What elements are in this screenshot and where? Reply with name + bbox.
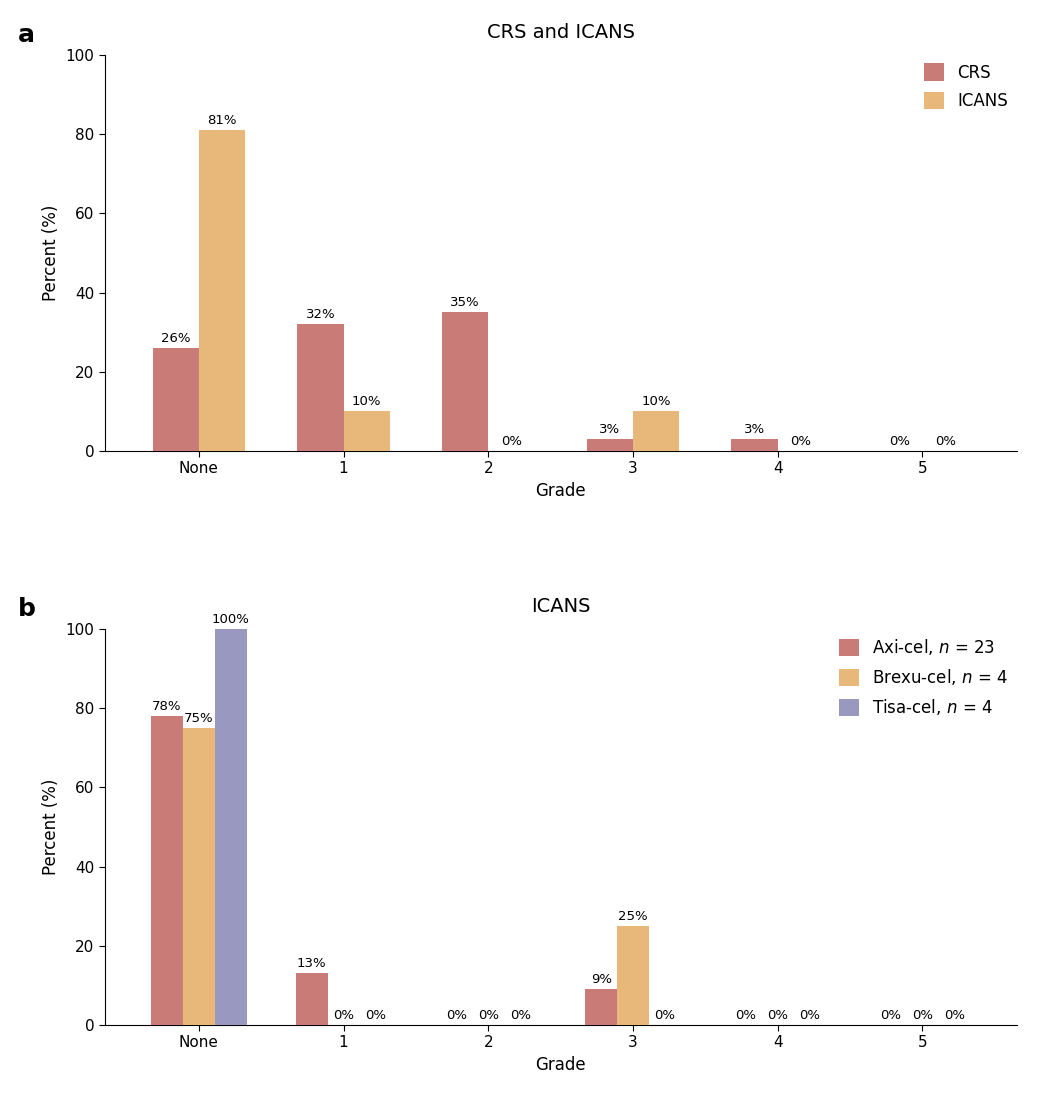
Text: 0%: 0% <box>767 1008 788 1022</box>
Text: 3%: 3% <box>744 423 765 436</box>
X-axis label: Grade: Grade <box>536 1056 586 1073</box>
Bar <box>617 926 649 1025</box>
Text: 75%: 75% <box>184 712 214 725</box>
X-axis label: Grade: Grade <box>536 482 586 500</box>
Text: 26%: 26% <box>161 332 191 345</box>
Text: 0%: 0% <box>880 1008 901 1022</box>
Text: 0%: 0% <box>736 1008 757 1022</box>
Text: 0%: 0% <box>800 1008 821 1022</box>
Bar <box>732 439 778 451</box>
Bar <box>183 728 215 1025</box>
Bar <box>587 439 633 451</box>
Legend: Axi-cel, $n$ = 23, Brexu-cel, $n$ = 4, Tisa-cel, $n$ = 4: Axi-cel, $n$ = 23, Brexu-cel, $n$ = 4, T… <box>838 637 1008 717</box>
Y-axis label: Percent (%): Percent (%) <box>42 205 60 301</box>
Text: 0%: 0% <box>912 1008 933 1022</box>
Text: 3%: 3% <box>599 423 620 436</box>
Bar <box>296 973 328 1025</box>
Text: a: a <box>18 23 36 47</box>
Bar <box>344 411 390 451</box>
Text: 0%: 0% <box>790 435 811 447</box>
Bar <box>585 990 617 1025</box>
Text: b: b <box>18 597 36 622</box>
Text: 0%: 0% <box>935 435 956 447</box>
Text: 25%: 25% <box>618 910 648 922</box>
Title: ICANS: ICANS <box>531 597 590 616</box>
Text: 10%: 10% <box>641 396 671 408</box>
Bar <box>633 411 679 451</box>
Text: 0%: 0% <box>446 1008 467 1022</box>
Y-axis label: Percent (%): Percent (%) <box>42 779 60 875</box>
Text: 10%: 10% <box>352 396 381 408</box>
Bar <box>215 629 246 1025</box>
Text: 35%: 35% <box>451 296 480 310</box>
Text: 0%: 0% <box>654 1008 675 1022</box>
Bar <box>199 130 245 451</box>
Bar <box>298 324 344 451</box>
Text: 0%: 0% <box>501 435 522 447</box>
Text: 13%: 13% <box>297 958 327 970</box>
Text: 9%: 9% <box>591 973 612 986</box>
Bar <box>153 348 199 451</box>
Text: 100%: 100% <box>212 613 249 626</box>
Bar <box>442 312 488 451</box>
Text: 32%: 32% <box>306 309 335 321</box>
Text: 0%: 0% <box>889 435 910 447</box>
Text: 0%: 0% <box>333 1008 354 1022</box>
Bar <box>151 716 183 1025</box>
Text: 78%: 78% <box>152 700 181 713</box>
Text: 0%: 0% <box>944 1008 965 1022</box>
Legend: CRS, ICANS: CRS, ICANS <box>924 64 1008 110</box>
Text: 0%: 0% <box>509 1008 530 1022</box>
Text: 81%: 81% <box>208 115 237 127</box>
Text: 0%: 0% <box>478 1008 499 1022</box>
Title: CRS and ICANS: CRS and ICANS <box>486 23 635 43</box>
Text: 0%: 0% <box>365 1008 386 1022</box>
